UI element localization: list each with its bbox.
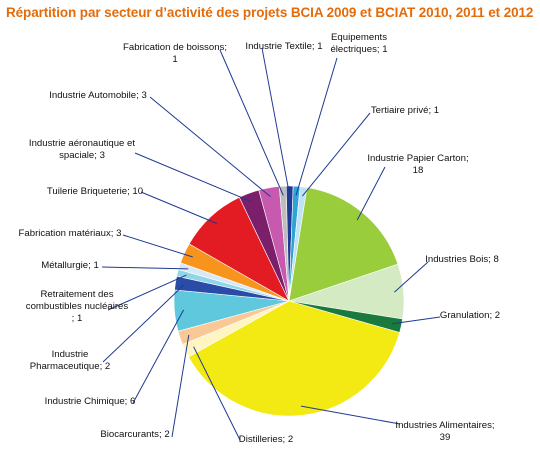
- leader-line-retraitement-des-combustibles-nucleaires: [107, 274, 187, 311]
- leader-line-industrie-chimique: [132, 309, 185, 404]
- slice-label-tertiaire-prive: Tertiaire privé; 1: [371, 105, 439, 116]
- pie-slices: [173, 185, 405, 417]
- slice-label-granulation: Granulation; 2: [440, 310, 500, 321]
- slice-label-distilleries: Distilleries; 2: [239, 434, 293, 445]
- leader-line-equipements-electriques: [295, 57, 338, 196]
- pie-slice-industrie-papier-carton: [288, 187, 399, 302]
- slice-label-industries-alimentaires: Industries Alimentaires; 39: [395, 420, 494, 443]
- leader-line-tertiaire-prive: [302, 112, 371, 197]
- slice-labels: Industrie Papier Carton; 18 Industries Boi…: [19, 32, 501, 445]
- leader-line-fabrication-de-boissons: [219, 49, 284, 196]
- leader-line-industrie-textile: [261, 47, 291, 196]
- slice-label-industrie-pharmaceutique: Industrie Pharmaceutique; 2: [30, 349, 111, 372]
- leader-line-metallurgie: [101, 266, 189, 270]
- leader-line-distilleries: [193, 346, 241, 441]
- slice-label-fabrication-de-boissons: Fabrication de boissons; 1: [123, 42, 227, 65]
- slice-label-industrie-textile: Industrie Textile; 1: [245, 41, 322, 52]
- slice-label-tuilerie-briqueterie: Tuilerie Briqueterie; 10: [47, 186, 143, 197]
- pie-slice-industries-alimentaires: [188, 300, 400, 417]
- slice-label-fabrication-materiaux: Fabrication matériaux; 3: [19, 228, 122, 239]
- leader-line-tuilerie-briqueterie: [140, 191, 218, 224]
- leader-line-industrie-automobile: [149, 96, 271, 198]
- leader-lines: [101, 47, 441, 441]
- leader-line-industries-alimentaires: [301, 405, 401, 425]
- leader-line-industrie-papier-carton: [356, 166, 386, 221]
- slice-label-industrie-papier-carton: Industrie Papier Carton; 18: [367, 153, 468, 176]
- slice-label-industrie-aeronautique-et-spaciale: Industrie aéronautique et spaciale; 3: [29, 138, 135, 161]
- pie-slice-tertiaire-prive: [288, 186, 308, 302]
- leader-line-industrie-aeronautique-et-spaciale: [134, 152, 253, 203]
- leader-line-granulation: [392, 316, 441, 325]
- slice-label-retraitement-des-combustibles-nucleaires: Retraitement des combustibles nucléaires;…: [26, 289, 129, 324]
- leader-line-fabrication-materiaux: [122, 234, 193, 258]
- slice-label-biocarcurants: Biocarcurants; 2: [100, 429, 169, 440]
- leader-line-biocarcurants: [171, 334, 190, 438]
- slice-label-equipements-electriques: Equipements électriques; 1: [330, 32, 387, 55]
- slice-label-industrie-automobile: Industrie Automobile; 3: [49, 90, 147, 101]
- slice-label-metallurgie: Métallurgie; 1: [41, 260, 99, 271]
- slice-label-industrie-chimique: Industrie Chimique; 6: [45, 396, 136, 407]
- chart-title: Répartition par secteur d’activité des p…: [6, 5, 534, 20]
- slice-label-industries-bois: Industries Bois; 8: [425, 254, 499, 265]
- leader-line-industries-bois: [394, 261, 429, 293]
- leader-line-industrie-pharmaceutique: [102, 284, 185, 363]
